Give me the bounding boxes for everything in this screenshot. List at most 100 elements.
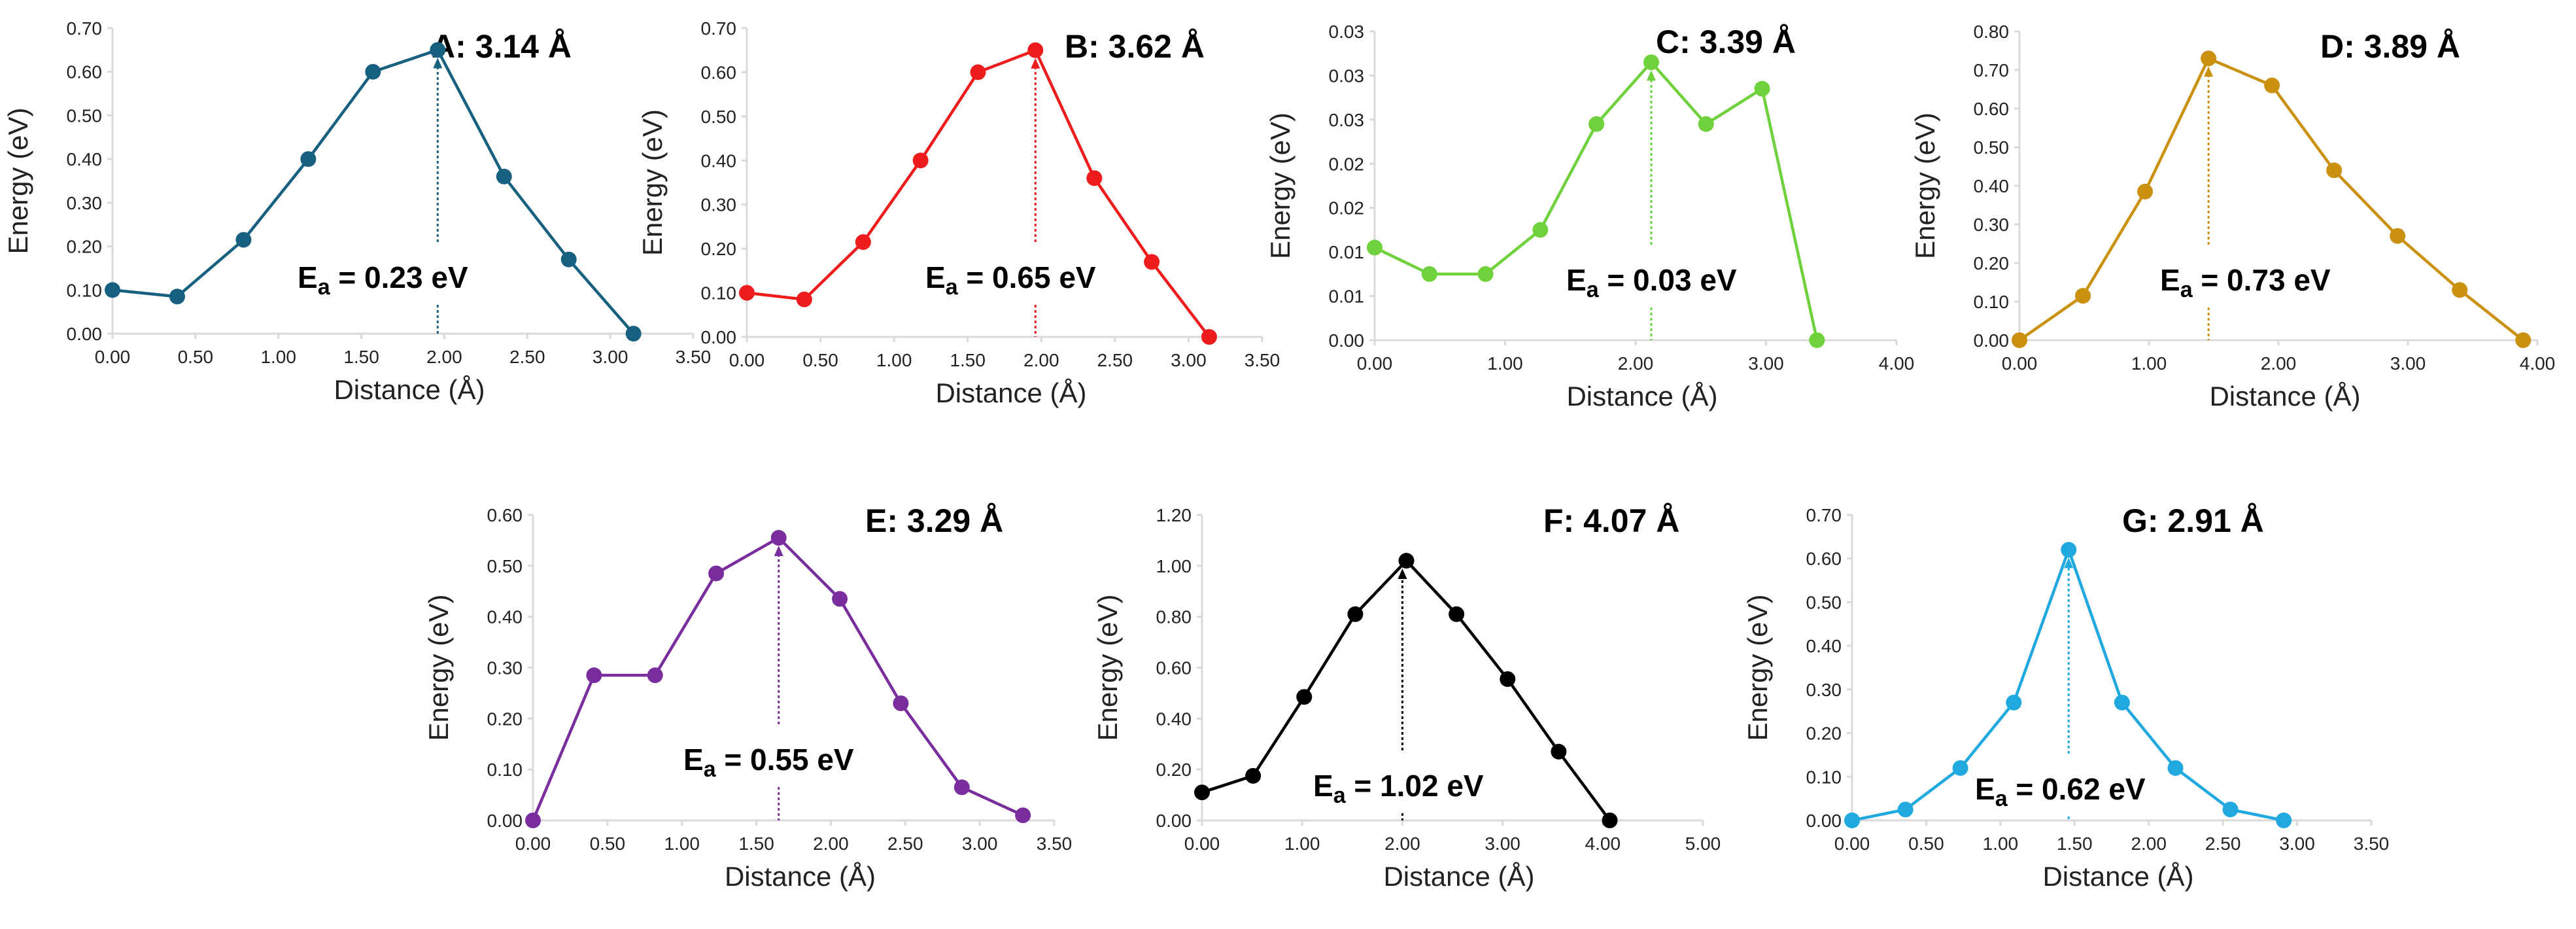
y-tick-label: 0.70 xyxy=(701,18,737,39)
barrier-subscript: a xyxy=(318,275,331,300)
barrier-subscript: a xyxy=(946,275,959,300)
data-point xyxy=(2075,288,2091,304)
x-axis-title: Distance (Å) xyxy=(1566,381,1717,412)
x-axis-title: Distance (Å) xyxy=(725,861,876,892)
barrier-symbol: E xyxy=(2160,263,2180,297)
x-tick-label: 1.50 xyxy=(950,350,986,370)
data-point xyxy=(1367,239,1382,256)
y-tick-label: 0.01 xyxy=(1329,242,1365,262)
data-point xyxy=(708,565,725,582)
barrier-value: = 0.55 eV xyxy=(716,743,854,777)
y-tick-label: 0.20 xyxy=(1806,724,1842,744)
x-tick-label: 1.00 xyxy=(1284,833,1320,854)
data-point xyxy=(1449,606,1465,622)
data-point xyxy=(912,152,929,169)
y-tick-label: 0.60 xyxy=(1156,658,1192,678)
data-point xyxy=(2061,542,2077,558)
barrier-value: = 0.73 eV xyxy=(2193,263,2331,297)
y-tick-label: 0.60 xyxy=(487,505,523,525)
barrier-value: = 0.23 eV xyxy=(330,260,468,294)
barrier-subscript: a xyxy=(1587,277,1600,302)
data-point xyxy=(2167,760,2184,776)
barrier-symbol: E xyxy=(1975,772,1995,806)
data-point xyxy=(1477,266,1494,282)
data-point xyxy=(1296,689,1313,705)
panel-title: F: 4.07 Å xyxy=(1543,502,1679,539)
panel-title: C: 3.39 Å xyxy=(1656,24,1796,60)
barrier-value: = 0.03 eV xyxy=(1599,263,1737,297)
y-tick-label: 0.30 xyxy=(67,193,103,213)
x-tick-label: 0.50 xyxy=(802,350,838,370)
barrier-label: Ea = 0.03 eV xyxy=(1566,263,1737,302)
y-tick-label: 0.60 xyxy=(701,62,737,82)
y-tick-label: 0.01 xyxy=(1329,287,1365,307)
barrier-arrow-head xyxy=(1398,569,1407,580)
x-tick-label: 0.50 xyxy=(590,833,626,854)
x-tick-label: 1.50 xyxy=(738,833,774,854)
panel-title: E: 3.29 Å xyxy=(865,502,1003,539)
y-tick-label: 0.00 xyxy=(1806,811,1842,831)
barrier-label: Ea = 1.02 eV xyxy=(1313,769,1484,808)
y-axis-title: Energy (eV) xyxy=(637,109,668,256)
y-tick-label: 0.50 xyxy=(701,107,737,127)
barrier-arrow-head xyxy=(433,58,443,69)
y-tick-label: 0.03 xyxy=(1329,65,1365,86)
data-point xyxy=(832,591,848,607)
x-tick-label: 3.50 xyxy=(676,347,712,367)
y-tick-label: 0.10 xyxy=(701,283,737,304)
y-tick-label: 0.70 xyxy=(1974,60,2010,80)
x-tick-label: 3.50 xyxy=(1245,350,1280,370)
chart-panel-b: 0.00 0.10 0.20 0.30 0.40 0.50 0.60 0.70 0.00 0.50… xyxy=(637,18,1280,408)
x-tick-label: 2.50 xyxy=(509,347,545,367)
x-tick-label: 2.00 xyxy=(1618,353,1654,374)
y-tick-label: 0.50 xyxy=(1806,592,1842,612)
y-tick-label: 0.00 xyxy=(67,324,103,344)
x-tick-label: 0.00 xyxy=(1184,833,1220,854)
y-tick-label: 0.30 xyxy=(701,195,737,215)
data-point xyxy=(1347,606,1364,622)
data-point xyxy=(625,326,642,342)
data-point xyxy=(2390,228,2406,244)
y-tick-label: 0.20 xyxy=(701,239,737,259)
x-tick-label: 3.00 xyxy=(1485,833,1520,854)
barrier-arrow-head xyxy=(2064,557,2074,569)
y-tick-label: 0.50 xyxy=(67,105,103,126)
panel-title: D: 3.89 Å xyxy=(2320,28,2460,65)
x-tick-label: 2.00 xyxy=(426,347,462,367)
barrier-label: Ea = 0.55 eV xyxy=(683,743,854,782)
x-tick-label: 4.00 xyxy=(2520,353,2556,374)
data-point xyxy=(105,282,120,298)
barrier-label-bg xyxy=(292,259,473,301)
barrier-value: = 0.65 eV xyxy=(958,260,1096,294)
data-point xyxy=(2276,813,2292,828)
x-tick-label: 2.50 xyxy=(1097,350,1133,370)
data-point xyxy=(2137,183,2154,200)
barrier-label: Ea = 0.23 eV xyxy=(298,260,468,300)
y-tick-label: 0.70 xyxy=(1806,505,1842,525)
barrier-label-bg xyxy=(1561,262,1742,304)
x-tick-label: 1.00 xyxy=(876,350,912,370)
x-tick-label: 3.50 xyxy=(1037,833,1073,854)
barrier-arrow-head xyxy=(774,546,783,557)
barrier-arrow-head xyxy=(2204,66,2214,77)
y-tick-label: 0.02 xyxy=(1329,198,1365,219)
data-point xyxy=(893,695,909,711)
y-tick-label: 0.20 xyxy=(487,709,523,729)
data-point xyxy=(1754,80,1770,97)
barrier-symbol: E xyxy=(1313,769,1333,803)
data-point xyxy=(1027,42,1044,58)
chart-panel-c: 0.00 0.01 0.01 0.02 0.02 0.03 0.03 0.03 0.00 1.00… xyxy=(1265,22,1914,412)
data-point xyxy=(235,232,252,248)
data-point xyxy=(560,251,577,268)
data-point xyxy=(1809,332,1825,348)
y-tick-label: 0.40 xyxy=(1974,176,2010,196)
data-point xyxy=(2201,50,2217,67)
y-tick-label: 0.10 xyxy=(1974,292,2010,312)
chart-panel-a: 0.00 0.10 0.20 0.30 0.40 0.50 0.60 0.70 0.00 0.50… xyxy=(3,18,711,405)
x-tick-label: 1.00 xyxy=(1487,353,1523,374)
y-tick-label: 0.00 xyxy=(487,811,523,831)
data-point xyxy=(1897,801,1914,818)
y-tick-label: 0.03 xyxy=(1329,22,1365,42)
data-point xyxy=(1500,671,1516,688)
